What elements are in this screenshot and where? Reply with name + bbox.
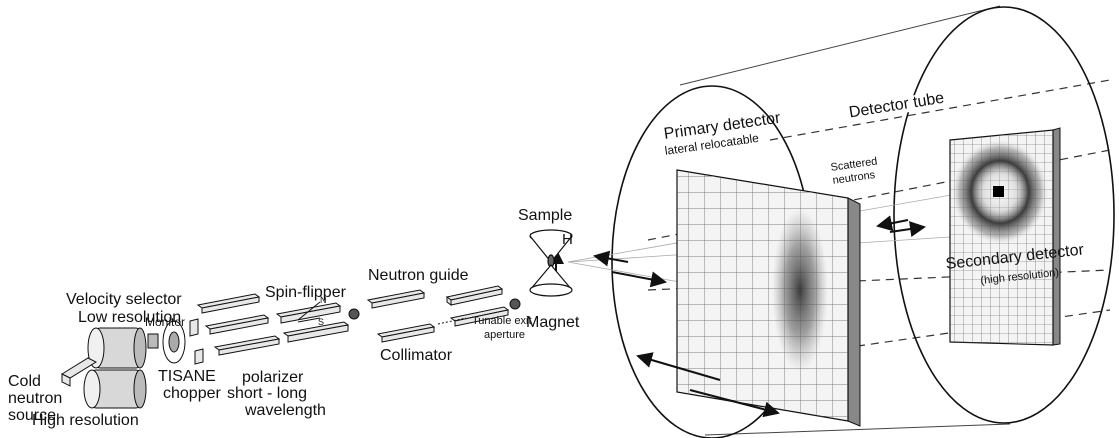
label-magnet: Magnet	[526, 314, 580, 331]
label-monitor: Monitor	[145, 315, 186, 329]
label-velocity-selector: Velocity selector	[66, 291, 182, 308]
label-h: H	[562, 231, 573, 248]
primary-detector	[676, 169, 861, 427]
beamline	[60, 285, 521, 409]
label-collimator: Collimator	[380, 347, 453, 364]
label-low-resolution: Low resolution	[78, 309, 182, 326]
label-tunable-exit: Tunable exit	[472, 315, 532, 327]
tube-back-ring	[893, 6, 1115, 424]
label-s: S	[318, 317, 325, 327]
secondary-detector	[949, 127, 1061, 346]
label-neutron-guide: Neutron guide	[368, 267, 469, 284]
label-neutron: neutron	[8, 390, 63, 407]
beam-stop	[993, 186, 1004, 197]
label-aperture: aperture	[484, 329, 525, 341]
label-spin-flipper: Spin-flipper	[265, 284, 346, 301]
label-short-long: short - long	[227, 385, 308, 402]
label-sample: Sample	[518, 207, 573, 224]
label-cold: Cold	[8, 373, 41, 390]
label-high-resolution: High resolution	[32, 412, 139, 429]
label-polarizer: polarizer	[242, 369, 304, 386]
label-tisane: TISANE	[158, 368, 216, 385]
sample-magnet	[529, 229, 573, 297]
primary-intensity-blob	[772, 208, 828, 372]
label-chopper: chopper	[163, 385, 221, 402]
label-n: N	[320, 295, 327, 305]
label-wavelength: wavelength	[245, 402, 326, 419]
movement-arrows	[548, 215, 926, 418]
label-source: source	[8, 407, 57, 424]
